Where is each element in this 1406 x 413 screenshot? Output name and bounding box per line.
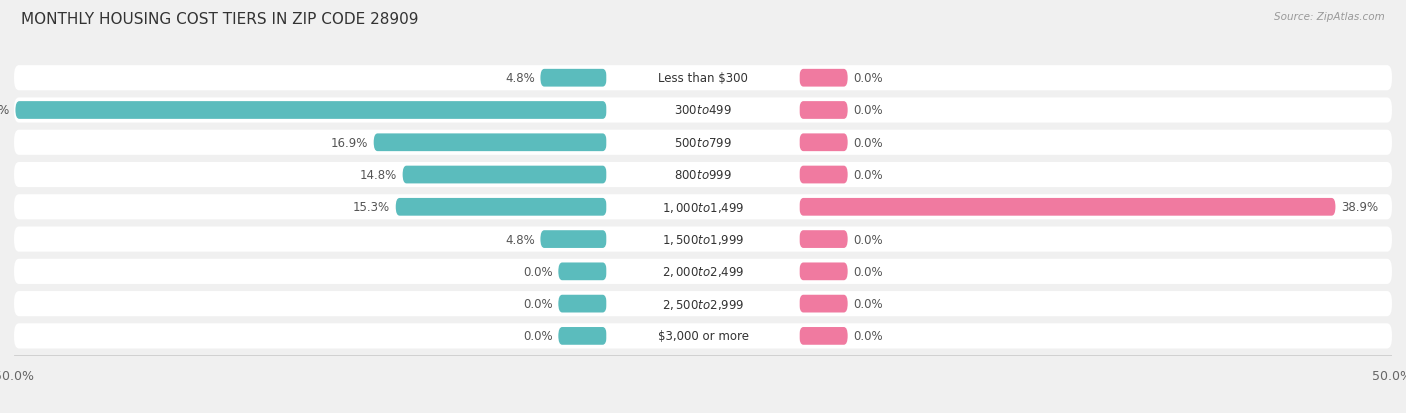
Text: $500 to $799: $500 to $799	[673, 136, 733, 150]
FancyBboxPatch shape	[800, 295, 848, 313]
FancyBboxPatch shape	[14, 163, 1392, 188]
Text: $800 to $999: $800 to $999	[673, 169, 733, 182]
FancyBboxPatch shape	[14, 323, 1392, 349]
Text: 0.0%: 0.0%	[853, 169, 883, 182]
FancyBboxPatch shape	[800, 70, 848, 88]
Text: 0.0%: 0.0%	[523, 330, 553, 342]
Text: 15.3%: 15.3%	[353, 201, 391, 214]
FancyBboxPatch shape	[14, 291, 1392, 316]
FancyBboxPatch shape	[395, 199, 606, 216]
Text: $1,000 to $1,499: $1,000 to $1,499	[662, 200, 744, 214]
Text: 0.0%: 0.0%	[523, 297, 553, 310]
FancyBboxPatch shape	[540, 70, 606, 88]
FancyBboxPatch shape	[606, 70, 800, 88]
Text: $2,000 to $2,499: $2,000 to $2,499	[662, 265, 744, 279]
Text: MONTHLY HOUSING COST TIERS IN ZIP CODE 28909: MONTHLY HOUSING COST TIERS IN ZIP CODE 2…	[21, 12, 419, 27]
FancyBboxPatch shape	[558, 295, 606, 313]
Text: Source: ZipAtlas.com: Source: ZipAtlas.com	[1274, 12, 1385, 22]
FancyBboxPatch shape	[14, 98, 1392, 123]
FancyBboxPatch shape	[374, 134, 606, 152]
FancyBboxPatch shape	[606, 230, 800, 248]
Text: $3,000 or more: $3,000 or more	[658, 330, 748, 342]
Text: 38.9%: 38.9%	[1341, 201, 1378, 214]
Text: $300 to $499: $300 to $499	[673, 104, 733, 117]
FancyBboxPatch shape	[606, 263, 800, 280]
FancyBboxPatch shape	[14, 227, 1392, 252]
Text: $1,500 to $1,999: $1,500 to $1,999	[662, 233, 744, 247]
Text: 0.0%: 0.0%	[853, 330, 883, 342]
Text: 0.0%: 0.0%	[853, 297, 883, 310]
FancyBboxPatch shape	[800, 166, 848, 184]
Text: 0.0%: 0.0%	[853, 233, 883, 246]
FancyBboxPatch shape	[558, 327, 606, 345]
FancyBboxPatch shape	[800, 134, 848, 152]
FancyBboxPatch shape	[14, 131, 1392, 155]
Text: 14.8%: 14.8%	[360, 169, 396, 182]
FancyBboxPatch shape	[14, 195, 1392, 220]
FancyBboxPatch shape	[14, 66, 1392, 91]
Text: 0.0%: 0.0%	[853, 104, 883, 117]
FancyBboxPatch shape	[540, 230, 606, 248]
Text: 0.0%: 0.0%	[853, 136, 883, 150]
Text: 0.0%: 0.0%	[523, 265, 553, 278]
FancyBboxPatch shape	[15, 102, 606, 120]
Text: $2,500 to $2,999: $2,500 to $2,999	[662, 297, 744, 311]
FancyBboxPatch shape	[606, 166, 800, 184]
Text: 0.0%: 0.0%	[853, 265, 883, 278]
Text: Less than $300: Less than $300	[658, 72, 748, 85]
FancyBboxPatch shape	[800, 102, 848, 120]
FancyBboxPatch shape	[800, 199, 1336, 216]
FancyBboxPatch shape	[800, 230, 848, 248]
FancyBboxPatch shape	[606, 295, 800, 313]
Text: 16.9%: 16.9%	[330, 136, 368, 150]
FancyBboxPatch shape	[800, 263, 848, 280]
FancyBboxPatch shape	[606, 134, 800, 152]
FancyBboxPatch shape	[606, 102, 800, 120]
FancyBboxPatch shape	[606, 327, 800, 345]
Text: 4.8%: 4.8%	[505, 233, 534, 246]
Text: 4.8%: 4.8%	[505, 72, 534, 85]
Text: 43.4%: 43.4%	[0, 104, 10, 117]
FancyBboxPatch shape	[606, 199, 800, 216]
FancyBboxPatch shape	[558, 263, 606, 280]
Text: 0.0%: 0.0%	[853, 72, 883, 85]
FancyBboxPatch shape	[402, 166, 606, 184]
FancyBboxPatch shape	[14, 259, 1392, 284]
FancyBboxPatch shape	[800, 327, 848, 345]
